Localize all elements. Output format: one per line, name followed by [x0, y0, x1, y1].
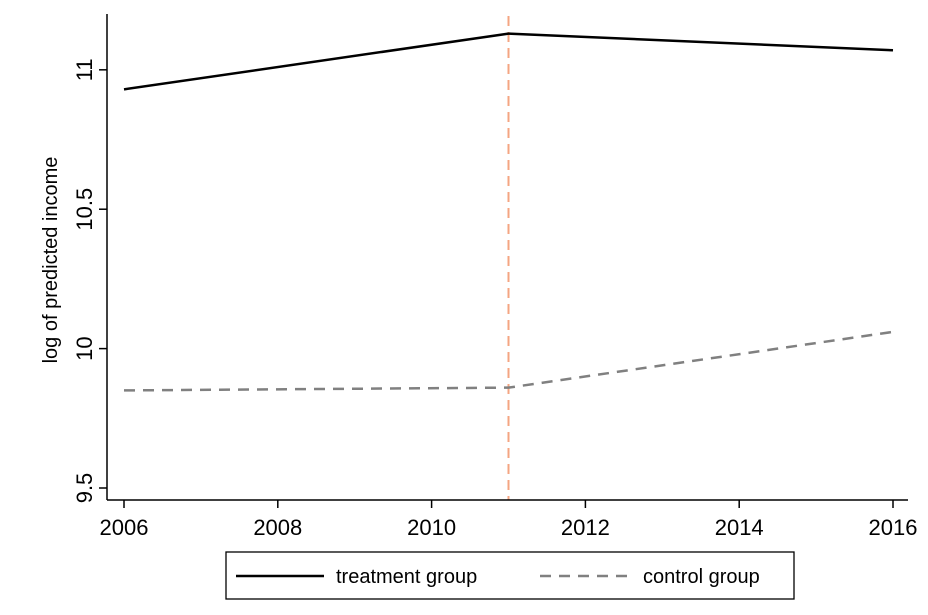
- plot-area: [123, 16, 894, 500]
- x-tick-label: 2012: [561, 515, 610, 540]
- legend-control-label: control group: [643, 566, 760, 588]
- x-tick-label: 2010: [407, 515, 456, 540]
- legend-treatment-label: treatment group: [336, 566, 477, 588]
- legend: treatment group control group: [225, 551, 795, 600]
- y-tick-label: 10.5: [72, 188, 97, 231]
- y-tick-label: 11: [72, 58, 97, 81]
- y-ticks: 9.5 10 10.5 11: [72, 58, 107, 503]
- x-tick-label: 2014: [715, 515, 764, 540]
- x-tick-label: 2006: [100, 515, 149, 540]
- x-tick-label: 2016: [869, 515, 918, 540]
- y-tick-label: 10: [72, 336, 97, 360]
- y-tick-label: 9.5: [72, 473, 97, 504]
- x-ticks: 2006 2008 2010 2012 2014 2016: [100, 500, 918, 540]
- y-axis-title: log of predicted income: [40, 157, 62, 364]
- x-tick-label: 2008: [253, 515, 302, 540]
- axes: 9.5 10 10.5 11 2006 2008 2010 2012 2014 2016 log…: [40, 14, 917, 540]
